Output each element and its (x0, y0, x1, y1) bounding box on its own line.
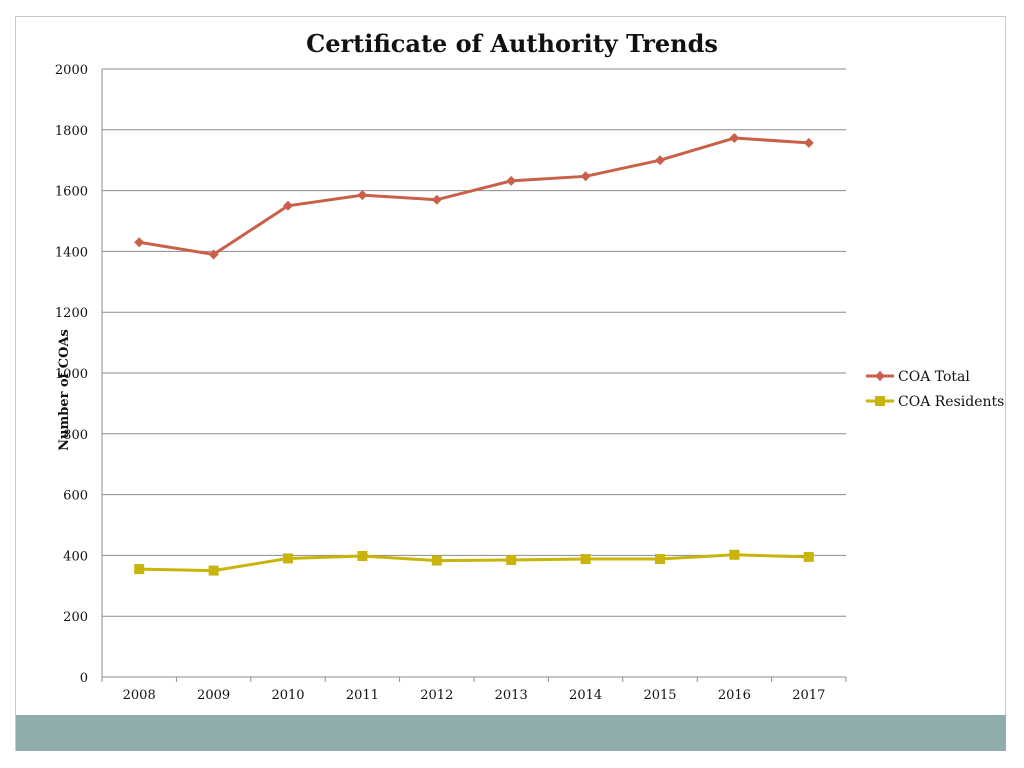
y-tick-label: 1400 (55, 245, 88, 260)
data-point-diamond (655, 155, 665, 166)
data-point-square (655, 554, 665, 565)
x-tick-label: 2017 (792, 688, 825, 703)
data-point-diamond (134, 237, 145, 248)
data-point-diamond (283, 200, 293, 211)
gridlines (102, 68, 846, 617)
data-point-square (803, 551, 814, 562)
data-point-diamond (506, 175, 517, 186)
data-point-square (208, 565, 219, 576)
y-axis-label: Number of COAs (57, 329, 72, 451)
data-point-diamond (580, 171, 591, 182)
y-tick-label: 1200 (55, 306, 88, 321)
data-point-square (134, 564, 145, 575)
y-tick-label: 200 (63, 610, 88, 625)
data-point-diamond (431, 194, 442, 205)
legend-marker-diamond (875, 371, 885, 381)
legend-label: COA Total (898, 369, 970, 385)
data-point-square (506, 554, 517, 565)
x-tick-label: 2008 (123, 688, 156, 703)
x-tick-label: 2016 (718, 688, 751, 703)
y-tick-label: 400 (63, 549, 88, 564)
data-point-square (580, 554, 591, 565)
y-tick-label: 0 (80, 671, 88, 686)
data-point-diamond (729, 133, 740, 144)
series-group (134, 133, 814, 576)
x-tick-label: 2013 (495, 688, 528, 703)
y-tick-label: 2000 (55, 63, 88, 78)
x-tick-label: 2009 (197, 688, 230, 703)
legend: COA Total COA Residents (866, 369, 1004, 410)
series-line-2 (139, 553, 809, 573)
y-tick-label: 1600 (55, 185, 88, 200)
legend-label: COA Residents (898, 394, 1004, 410)
series-line-1 (138, 136, 809, 256)
y-tick-label: 800 (63, 428, 88, 443)
x-tick-label: 2010 (271, 688, 304, 703)
slide-frame (15, 16, 1006, 751)
x-tick-label: 2011 (346, 688, 379, 703)
data-point-square (431, 555, 442, 566)
data-point-square (729, 549, 740, 560)
x-tick-label: 2015 (643, 688, 676, 703)
y-tick-label: 1000 (55, 367, 88, 382)
data-point-square (283, 553, 293, 564)
chart-title: Certificate of Authority Trends (306, 29, 718, 58)
data-point-diamond (803, 137, 814, 148)
y-tick-label: 600 (63, 489, 88, 504)
data-point-square (357, 551, 368, 562)
x-tick-label: 2014 (569, 688, 602, 703)
legend-marker-square (875, 396, 885, 406)
axes: 0 200 400 600 800 1000 1200 1400 1600 1800 2000 200… (55, 63, 847, 703)
footer-bar (16, 715, 1006, 751)
data-point-diamond (208, 249, 219, 260)
x-tick-label: 2012 (420, 688, 453, 703)
y-tick-label: 1800 (55, 124, 88, 139)
data-point-diamond (357, 190, 368, 201)
